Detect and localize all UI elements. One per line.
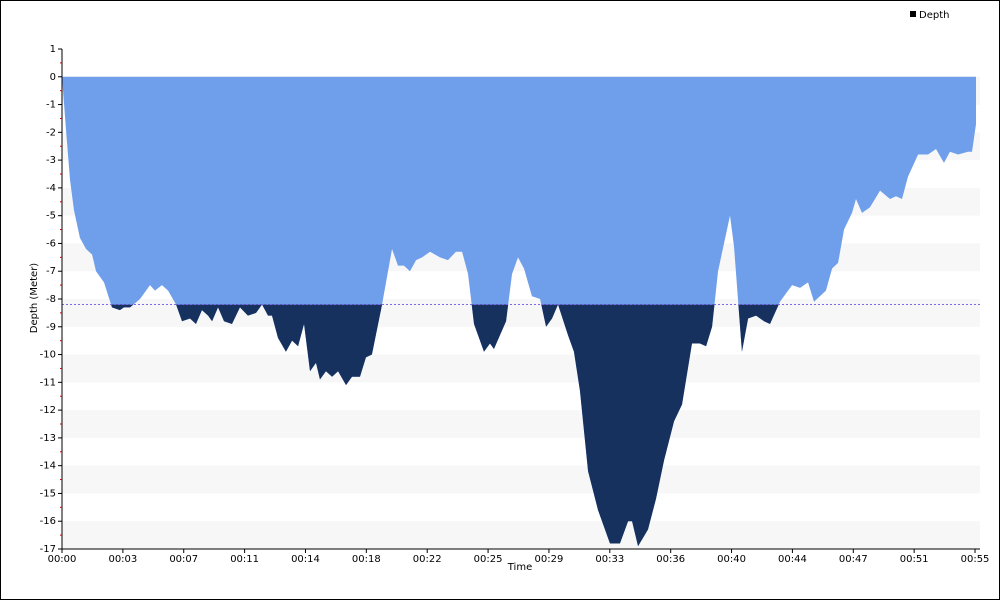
y-tick-label: -8 <box>46 294 56 305</box>
x-tick-label: 00:00 <box>48 554 77 565</box>
grid-band <box>62 354 980 383</box>
y-tick-label: -4 <box>46 183 56 194</box>
y-tick-label: -2 <box>46 127 56 138</box>
y-tick-label: 1 <box>50 44 56 55</box>
x-tick-label: 00:07 <box>169 554 198 565</box>
depth-area <box>62 76 977 547</box>
x-tick-label: 00:40 <box>717 554 746 565</box>
y-axis-title: Depth (Meter) <box>29 263 40 334</box>
x-tick-label: 00:18 <box>352 554 381 565</box>
x-tick-label: 00:11 <box>230 554 259 565</box>
x-tick-label: 00:22 <box>413 554 442 565</box>
x-axis-title: Time <box>507 562 532 573</box>
y-tick-label: -9 <box>46 322 56 333</box>
y-tick-label: -17 <box>40 544 56 555</box>
grid-band <box>62 521 980 549</box>
y-tick-label: -16 <box>40 516 56 527</box>
y-tick-label: -14 <box>40 461 56 472</box>
x-tick-label: 00:47 <box>839 554 868 565</box>
x-tick-label: 00:03 <box>108 554 137 565</box>
y-tick-label: -11 <box>40 377 56 388</box>
x-tick-label: 00:55 <box>961 554 990 565</box>
legend-label: Depth <box>919 10 949 21</box>
y-tick-label: -5 <box>46 211 56 222</box>
grid-band <box>62 465 980 494</box>
y-tick-label: -10 <box>40 350 56 361</box>
x-tick-label: 00:14 <box>291 554 320 565</box>
x-tick-label: 00:36 <box>656 554 685 565</box>
legend-swatch <box>910 11 916 17</box>
depth-area-below-threshold <box>111 304 779 547</box>
x-tick-label: 00:33 <box>595 554 624 565</box>
y-tick-label: -15 <box>40 488 56 499</box>
y-tick-label: -3 <box>46 155 56 166</box>
grid-band <box>62 410 980 438</box>
x-tick-label: 00:44 <box>778 554 807 565</box>
y-tick-label: -7 <box>46 266 56 277</box>
x-tick-label: 00:51 <box>900 554 929 565</box>
y-tick-label: -12 <box>40 405 56 416</box>
y-tick-label: 0 <box>50 72 56 83</box>
y-tick-label: -1 <box>46 100 56 111</box>
x-tick-label: 00:29 <box>535 554 564 565</box>
x-tick-label: 00:25 <box>474 554 503 565</box>
y-tick-label: -13 <box>40 433 56 444</box>
y-tick-label: -6 <box>46 238 56 249</box>
